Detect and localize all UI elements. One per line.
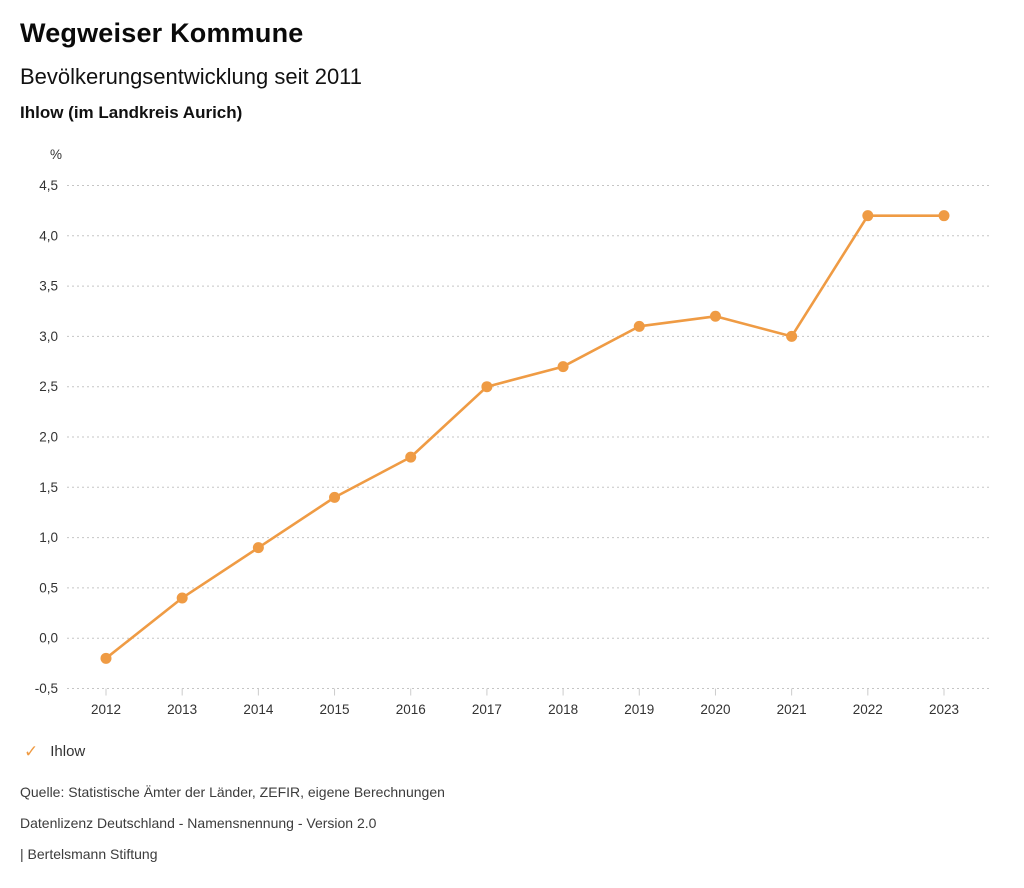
- x-axis-tick-label: 2023: [929, 702, 959, 717]
- data-point-marker[interactable]: [252, 542, 264, 554]
- data-point-marker[interactable]: [176, 592, 188, 604]
- y-axis-tick-label: 0,0: [39, 631, 58, 646]
- y-axis-tick-label: 3,5: [39, 279, 58, 294]
- y-axis-tick-label: 2,0: [39, 430, 58, 445]
- data-point-marker[interactable]: [329, 491, 341, 503]
- legend-label: Ihlow: [50, 743, 86, 760]
- y-axis-tick-label: 3,0: [39, 329, 58, 344]
- data-point-marker[interactable]: [862, 210, 874, 222]
- data-point-marker[interactable]: [709, 310, 721, 322]
- page-title: Wegweiser Kommune: [20, 18, 304, 48]
- attribution-text: | Bertelsmann Stiftung: [20, 846, 158, 862]
- data-point-marker[interactable]: [557, 361, 569, 373]
- x-axis-tick-label: 2021: [777, 702, 807, 717]
- x-axis-tick-label: 2016: [396, 702, 426, 717]
- y-axis-tick-label: 4,5: [39, 178, 58, 193]
- line-chart-canvas: % -0,5 0,0 0,5 1,0 1,5 2,0 2,5 3,0 3,5 4,0 4,5 2012 2…: [35, 147, 990, 717]
- data-point-marker[interactable]: [405, 451, 417, 463]
- y-axis-tick-label: -0,5: [35, 681, 58, 696]
- x-axis-tick-label: 2020: [700, 702, 730, 717]
- data-point-marker[interactable]: [481, 381, 493, 393]
- legend-check-icon: ✓: [24, 742, 39, 761]
- x-axis-tick-label: 2014: [243, 702, 274, 717]
- chart-title: Bevölkerungsentwicklung seit 2011: [20, 64, 363, 89]
- series-line-ihlow: [104, 214, 946, 660]
- x-axis-tick-label: 2018: [548, 702, 578, 717]
- y-axis-tick-label: 1,0: [39, 530, 58, 545]
- chart-location-subtitle: Ihlow (im Landkreis Aurich): [20, 103, 243, 122]
- data-point-marker[interactable]: [938, 210, 950, 222]
- data-point-marker[interactable]: [100, 652, 112, 664]
- license-text: Datenlizenz Deutschland - Namensnennung …: [20, 815, 377, 831]
- data-point-marker[interactable]: [786, 330, 798, 342]
- x-axis-tick-label: 2019: [624, 702, 654, 717]
- x-axis-tick-label: 2017: [472, 702, 502, 717]
- x-axis-tick-label: 2015: [320, 702, 350, 717]
- y-axis-tick-label: 4,0: [39, 228, 58, 243]
- y-axis-unit-label: %: [50, 147, 62, 162]
- x-axis-tick-label: 2012: [91, 702, 121, 717]
- legend-item-ihlow[interactable]: ✓ Ihlow: [24, 743, 85, 760]
- x-axis-tick-label: 2013: [167, 702, 197, 717]
- y-axis-tick-label: 1,5: [39, 480, 58, 495]
- population-line-chart: % -0,5 0,0 0,5 1,0 1,5 2,0 2,5 3,0 3,5 4,0 4,5 2012 2…: [0, 140, 1024, 740]
- y-axis-tick-label: 0,5: [39, 580, 58, 595]
- data-point-marker[interactable]: [633, 320, 645, 332]
- source-text: Quelle: Statistische Ämter der Länder, Z…: [20, 784, 445, 800]
- x-axis-tick-label: 2022: [853, 702, 883, 717]
- y-axis-tick-label: 2,5: [39, 379, 58, 394]
